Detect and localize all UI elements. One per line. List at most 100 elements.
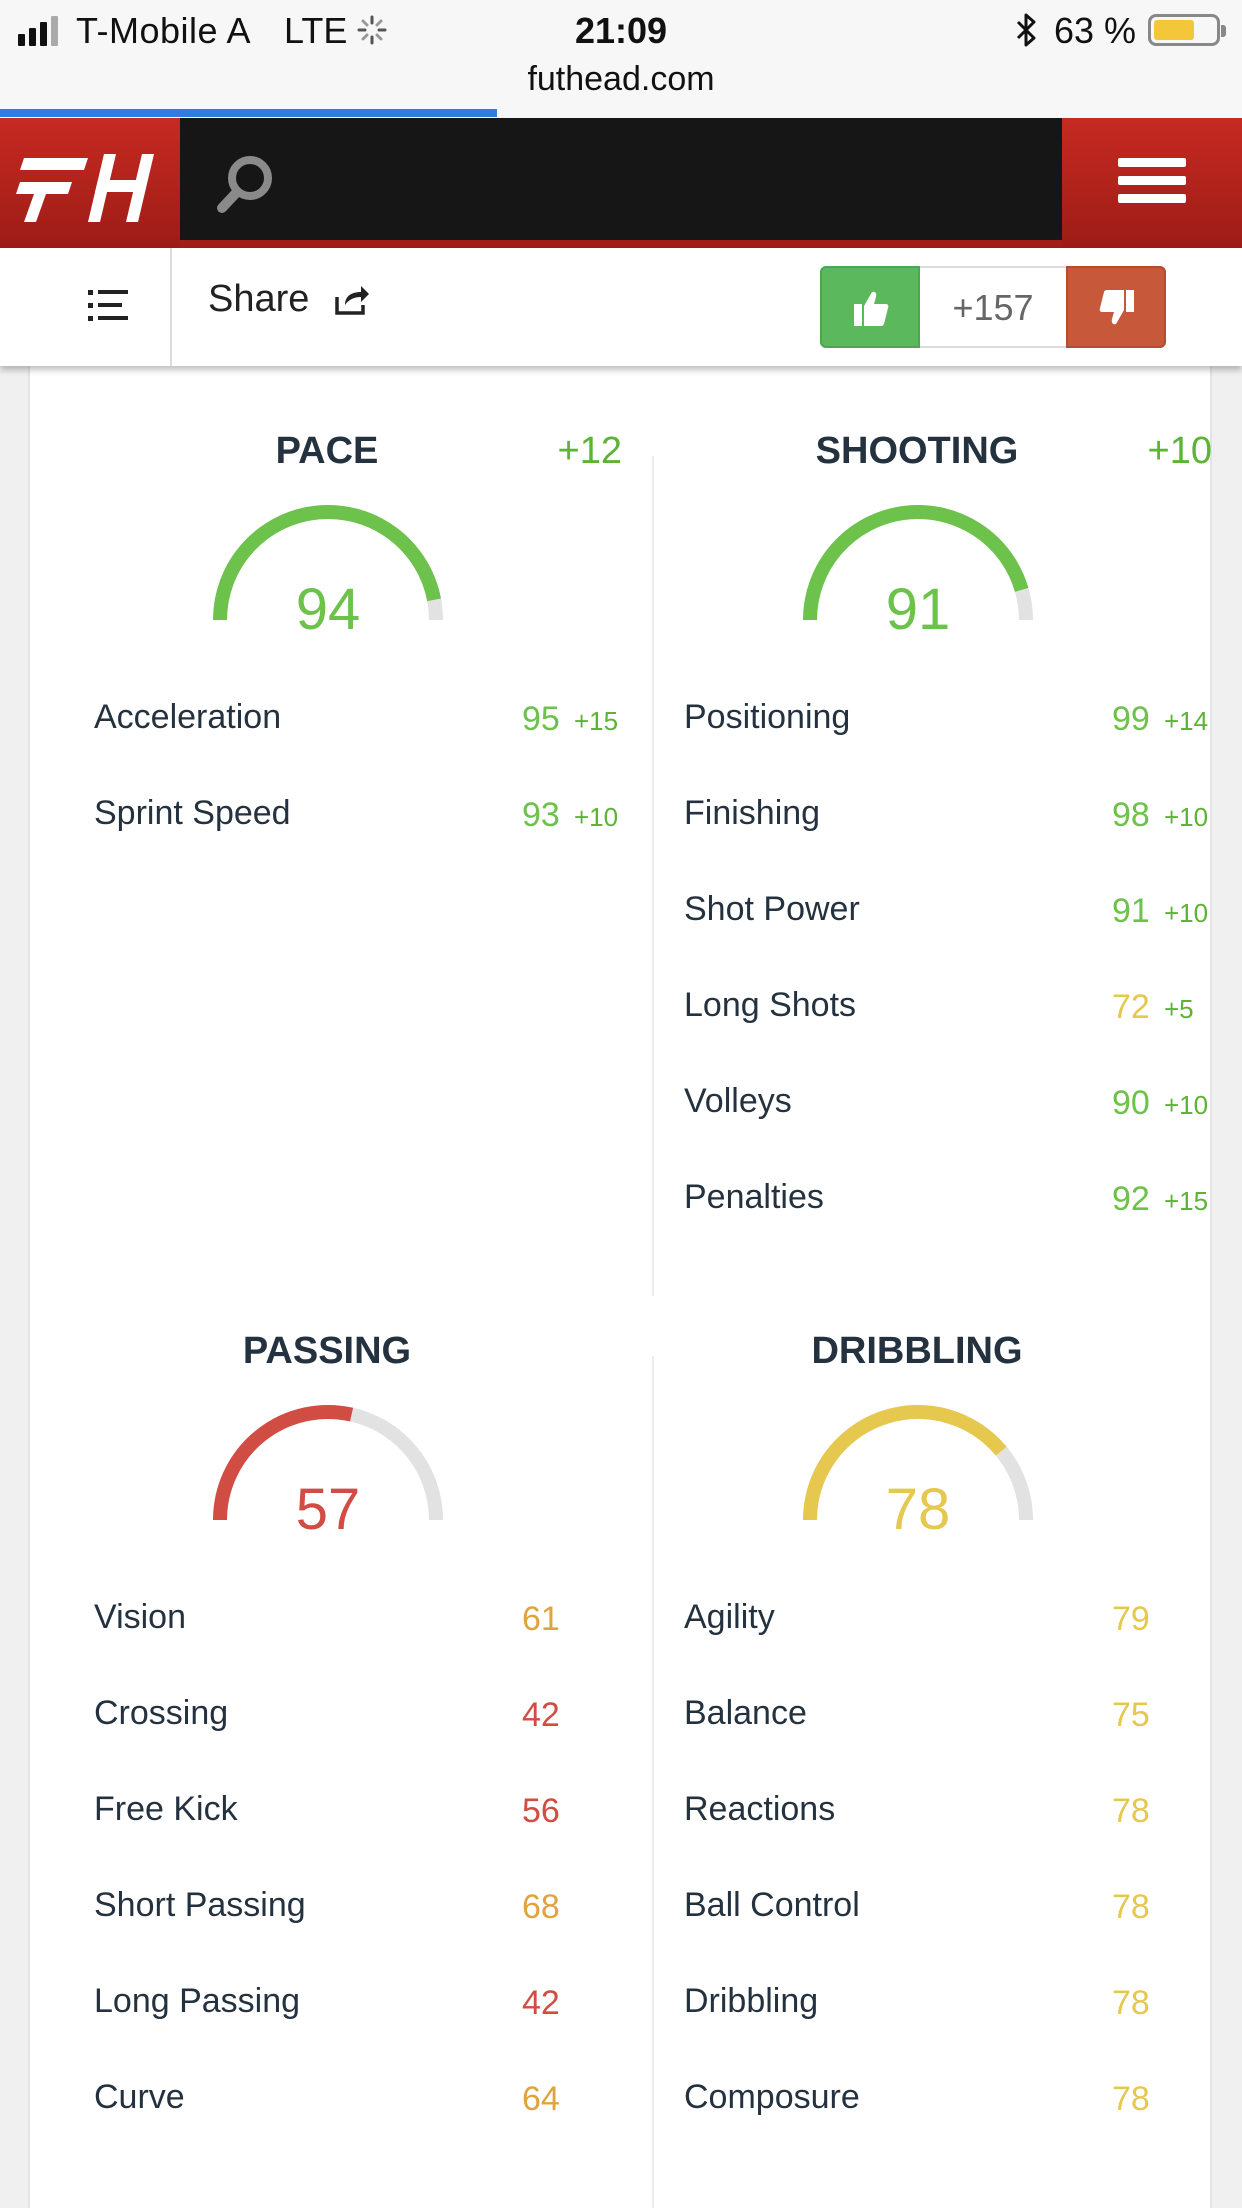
stat-row: Curve 64 <box>32 2078 622 2138</box>
stat-name: Balance <box>684 1694 807 1732</box>
stat-value: 68 <box>522 1888 560 1926</box>
stat-row: Volleys 90 +10 <box>622 1082 1212 1142</box>
gauge-fill <box>213 505 441 621</box>
stat-row: Penalties 92 +15 <box>622 1178 1212 1238</box>
stat-name: Short Passing <box>94 1886 306 1924</box>
carrier-name: T-Mobile A <box>76 10 252 51</box>
gauge-value: 91 <box>885 577 951 642</box>
stat-value: 98 <box>1112 796 1150 834</box>
stat-row: Composure 78 <box>622 2078 1212 2138</box>
stat-row: Crossing 42 <box>32 1694 622 1754</box>
stat-name: Positioning <box>684 698 851 736</box>
table-of-contents-button[interactable] <box>0 248 172 366</box>
vote-count: +157 <box>920 266 1066 348</box>
battery-percent: 63 % <box>1054 10 1137 51</box>
gauge-fill <box>803 505 1029 621</box>
passing-gauge <box>213 1405 443 1521</box>
stat-value: 90 <box>1112 1084 1150 1122</box>
page-load-progress-bar <box>0 109 497 117</box>
category-title: PACE <box>275 430 379 472</box>
thumbs-up-icon <box>854 291 889 326</box>
stat-bonus: +10 <box>1164 898 1209 928</box>
futhead-logo-icon[interactable] <box>0 118 180 248</box>
stat-value: 61 <box>522 1600 560 1638</box>
stat-row: Free Kick 56 <box>32 1790 622 1850</box>
loading-spinner-icon <box>357 15 387 45</box>
stat-name: Crossing <box>94 1694 229 1732</box>
stat-name: Finishing <box>684 794 821 832</box>
stat-value: 95 <box>522 700 560 738</box>
hamburger-menu-icon[interactable] <box>1062 118 1242 248</box>
stat-row: Shot Power 91 +10 <box>622 890 1212 950</box>
stat-value: 56 <box>522 1792 560 1830</box>
stat-row: Agility 79 <box>622 1598 1212 1658</box>
stat-value: 64 <box>522 2080 560 2118</box>
signal-strength-icon <box>18 16 58 46</box>
gauge-value: 94 <box>295 577 361 642</box>
pace-gauge <box>213 505 443 621</box>
stat-bonus: +15 <box>574 706 619 736</box>
stat-bonus: +10 <box>1164 1090 1209 1120</box>
stat-value: 78 <box>1112 1888 1150 1926</box>
stat-row: Vision 61 <box>32 1598 622 1658</box>
network-type: LTE <box>284 10 348 51</box>
site-header <box>0 118 1242 248</box>
stat-value: 91 <box>1112 892 1150 930</box>
status-bar: T-Mobile A LTE 21:09 63 % futhead.com <box>0 0 1242 118</box>
gauge-value: 78 <box>885 1477 951 1542</box>
stat-name: Vision <box>94 1598 186 1636</box>
category-title: PASSING <box>242 1330 412 1372</box>
battery-icon <box>1148 14 1226 46</box>
stat-name: Sprint Speed <box>94 794 291 832</box>
stat-value: 72 <box>1112 988 1150 1026</box>
share-toolbar: Share +157 <box>0 248 1242 366</box>
stat-row: Acceleration 95 +15 <box>32 698 622 758</box>
stat-value: 93 <box>522 796 560 834</box>
stat-value: 99 <box>1112 700 1150 738</box>
category-title: SHOOTING <box>815 430 1019 472</box>
stat-bonus: +5 <box>1164 994 1194 1024</box>
stat-name: Shot Power <box>684 890 860 928</box>
stat-name: Composure <box>684 2078 860 2116</box>
category-bonus: +12 <box>557 430 622 472</box>
stat-name: Reactions <box>684 1790 836 1828</box>
category-title: DRIBBLING <box>811 1330 1023 1372</box>
stat-name: Ball Control <box>684 1886 860 1924</box>
stat-name: Dribbling <box>684 1982 819 2020</box>
stat-row: Finishing 98 +10 <box>622 794 1212 854</box>
downvote-button[interactable] <box>1066 266 1166 348</box>
stat-value: 75 <box>1112 1696 1150 1734</box>
stat-name: Volleys <box>684 1082 792 1120</box>
stat-name: Curve <box>94 2078 185 2116</box>
stat-name: Free Kick <box>94 1790 238 1828</box>
stat-name: Acceleration <box>94 698 282 736</box>
stat-bonus: +14 <box>1164 706 1209 736</box>
gauge-fill <box>803 1405 1007 1521</box>
clock: 21:09 <box>574 10 668 51</box>
stat-name: Agility <box>684 1598 775 1636</box>
gauge-fill <box>213 1405 354 1521</box>
bluetooth-icon <box>1016 13 1036 47</box>
category-bonus: +10 <box>1147 430 1212 472</box>
shooting-gauge <box>803 505 1033 621</box>
stat-value: 42 <box>522 1696 560 1734</box>
stat-row: Reactions 78 <box>622 1790 1212 1850</box>
search-icon[interactable] <box>210 148 280 218</box>
stat-bonus: +10 <box>574 802 619 832</box>
stat-bonus: +15 <box>1164 1186 1209 1216</box>
stat-value: 78 <box>1112 1792 1150 1830</box>
stat-bonus: +10 <box>1164 802 1209 832</box>
url-bar[interactable]: futhead.com <box>527 60 715 98</box>
stat-name: Long Shots <box>684 986 857 1024</box>
stat-row: Long Passing 42 <box>32 1982 622 2042</box>
share-button[interactable]: Share <box>208 278 371 321</box>
stat-value: 78 <box>1112 1984 1150 2022</box>
stat-name: Long Passing <box>94 1982 301 2020</box>
stat-value: 42 <box>522 1984 560 2022</box>
thumbs-down-icon <box>1099 290 1134 325</box>
share-icon <box>335 285 370 315</box>
stat-row: Sprint Speed 93 +10 <box>32 794 622 854</box>
upvote-button[interactable] <box>820 266 920 348</box>
stat-row: Short Passing 68 <box>32 1886 622 1946</box>
search-bar[interactable] <box>180 118 1062 242</box>
